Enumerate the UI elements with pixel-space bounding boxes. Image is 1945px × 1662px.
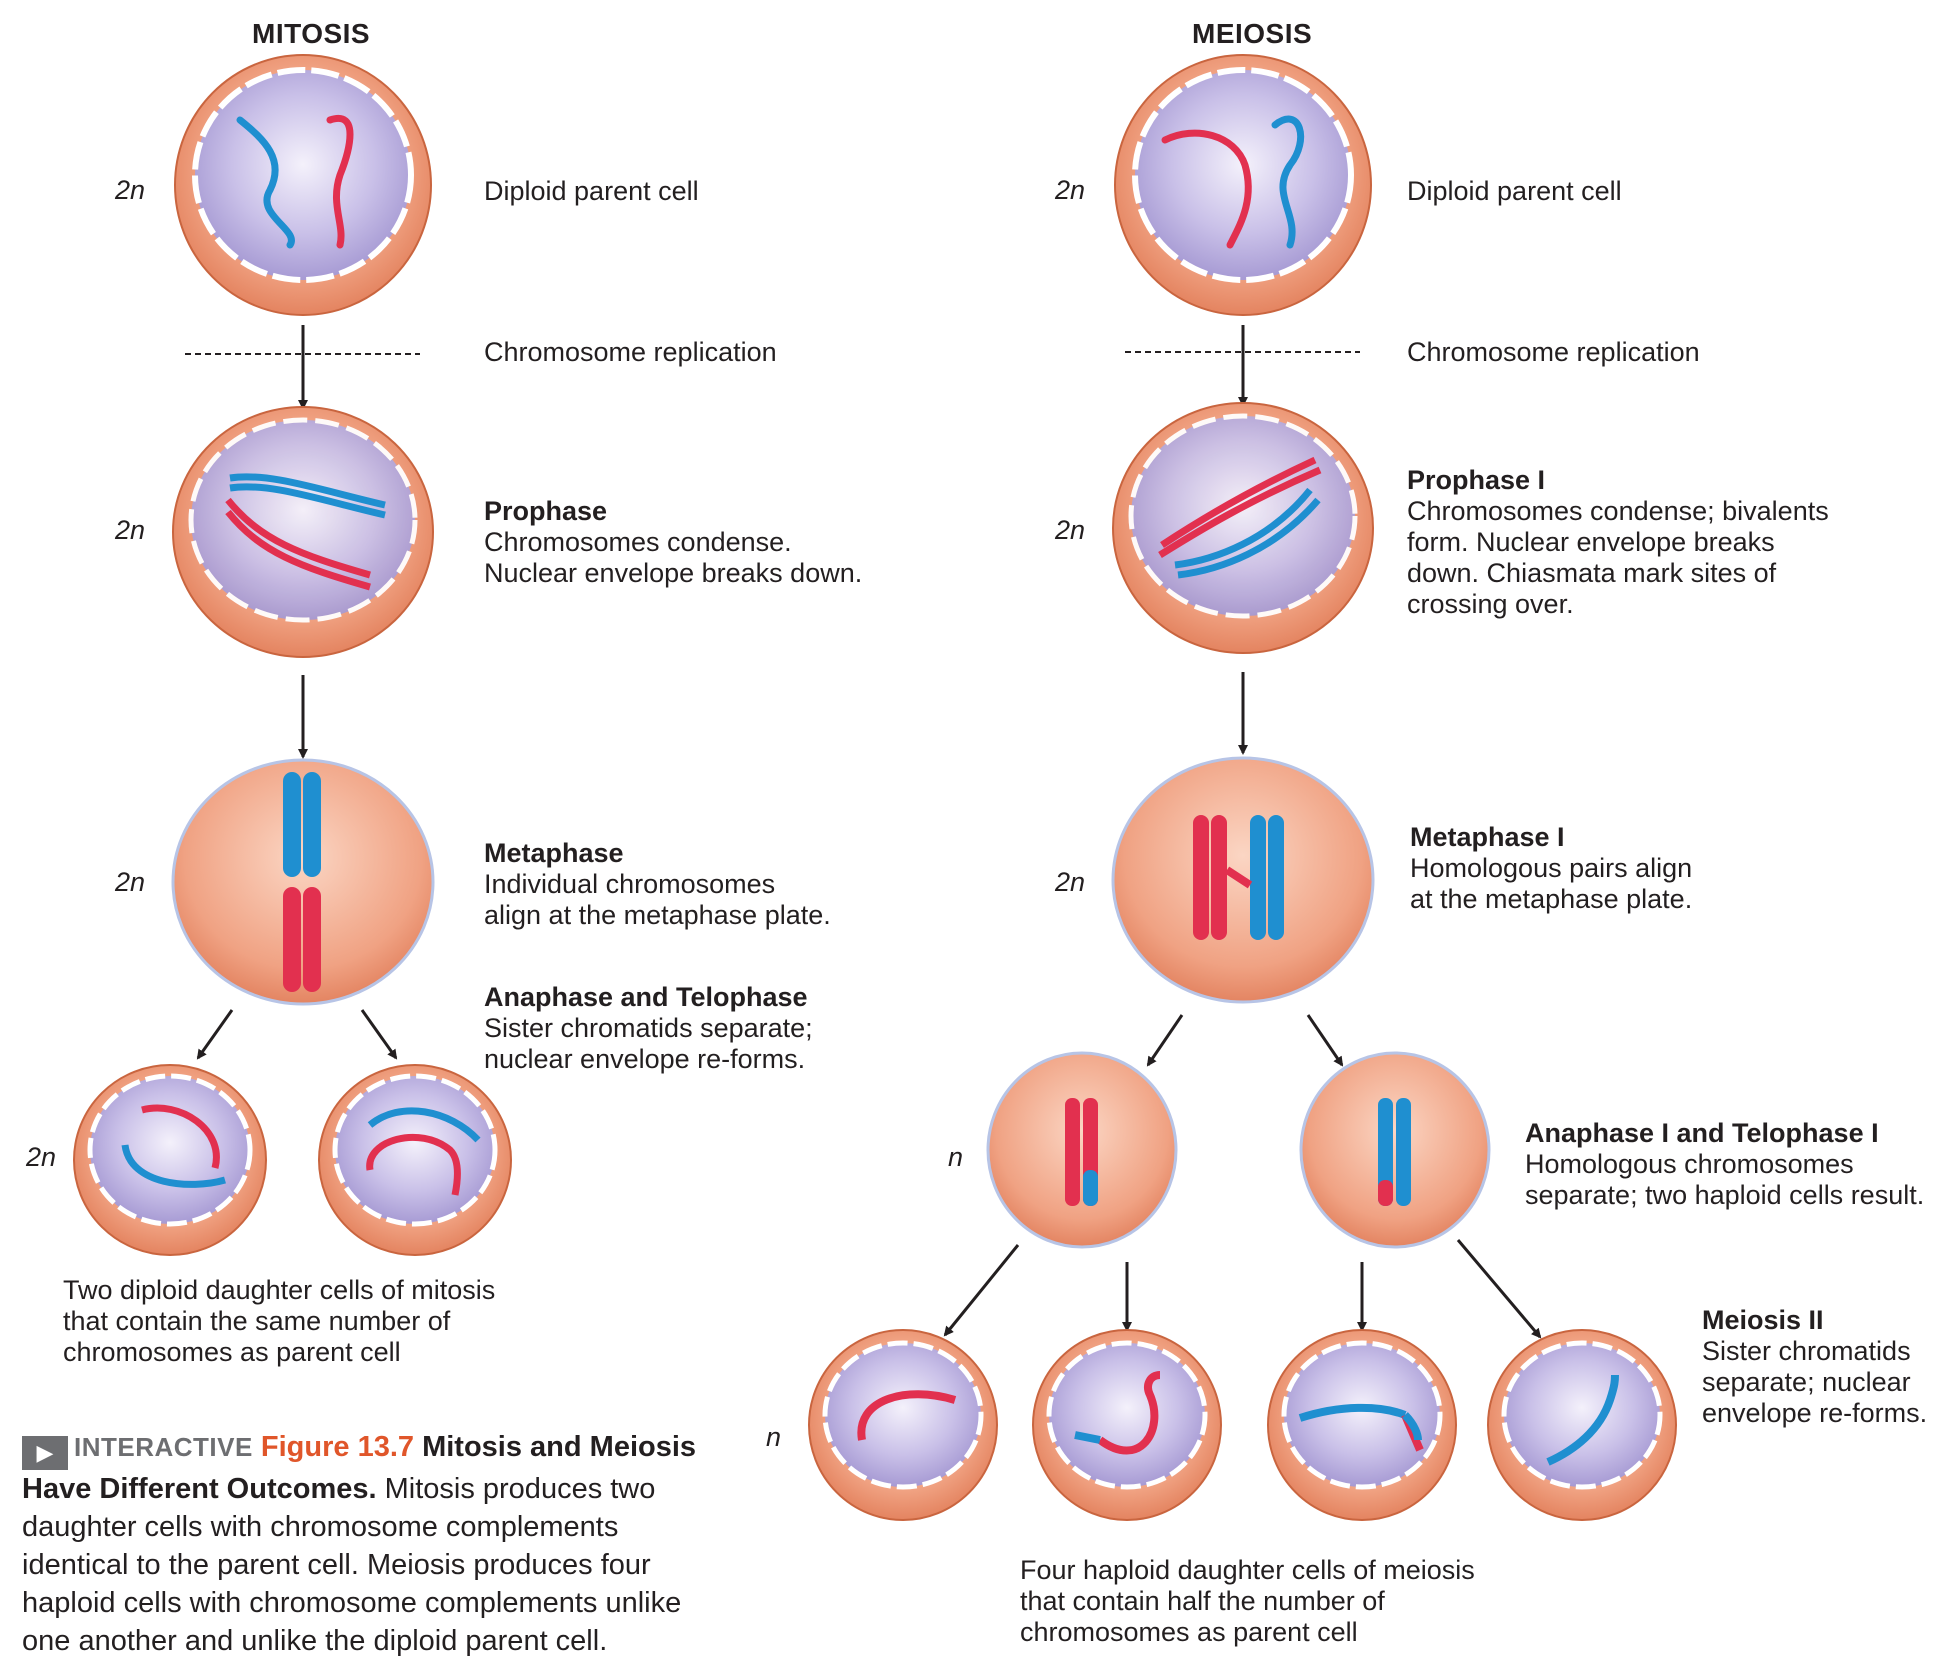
red-chromosome [366, 1133, 461, 1196]
figure-caption: ▶ INTERACTIVE Figure 13.7 Mitosis and Mei… [22, 1428, 722, 1660]
play-icon[interactable]: ▶ [22, 1436, 68, 1470]
stage-label: Diploid parent cell [484, 176, 699, 206]
ploidy-label: 2n [115, 515, 146, 545]
stage-text: Nuclear envelope breaks down. [484, 558, 863, 588]
arrow [1456, 1239, 1542, 1339]
mitosis-parent-cell [174, 54, 432, 316]
mitosis-daughter-cell [73, 1064, 267, 1256]
stage-text: align at the metaphase plate. [484, 900, 831, 930]
caption-body: Mitosis produces two daughter cells with… [22, 1473, 682, 1657]
meiosis-parent-cell [1114, 54, 1372, 316]
blue-chromosome [1546, 1374, 1619, 1466]
caption-title: Mitosis and Meiosis Have Different Outco… [22, 1431, 697, 1505]
stage-text: Individual chromosomes [484, 869, 776, 899]
figure-number: Figure 13.7 [260, 1431, 415, 1463]
arrow [360, 1009, 398, 1060]
stage-text: at the metaphase plate. [1410, 884, 1693, 914]
stage-text: form. Nuclear envelope breaks [1407, 527, 1775, 557]
red-chromosome [225, 497, 371, 579]
outcome-text: Two diploid daughter cells of mitosis [63, 1275, 496, 1305]
mitosis-daughter-cell [318, 1064, 512, 1256]
stage-text: nuclear envelope re-forms. [484, 1044, 806, 1074]
ploidy-label: n [948, 1142, 964, 1172]
red-chromosome [1097, 1371, 1161, 1455]
ploidy-label: 2n [115, 867, 146, 897]
red-chromosome [1160, 456, 1317, 548]
blue-chromosome [229, 473, 386, 509]
stage-text: Sister chromatids separate; [484, 1013, 813, 1043]
blue-chromosome [236, 116, 295, 249]
arrow [943, 1244, 1020, 1337]
red-chromosome [141, 1104, 220, 1169]
stage-text: Homologous chromosomes [1525, 1149, 1854, 1179]
ploidy-label: 2n [1055, 175, 1086, 205]
stage-text: separate; two haploid cells result. [1525, 1180, 1925, 1210]
stage-text: Homologous pairs align [1410, 853, 1693, 883]
ploidy-label: 2n [26, 1142, 57, 1172]
stage-label: Diploid parent cell [1407, 176, 1622, 206]
outcome-text: Four haploid daughter cells of meiosis [1020, 1555, 1475, 1585]
stage-text: down. Chiasmata mark sites of [1407, 558, 1777, 588]
red-chromosome [1161, 129, 1252, 249]
stage-title: Metaphase I [1410, 822, 1565, 852]
outcome-text: chromosomes as parent cell [1020, 1617, 1358, 1647]
stage-text: Sister chromatids [1702, 1336, 1911, 1366]
red-chromosome [857, 1390, 957, 1441]
meiosis-prophase-cell [1112, 402, 1374, 654]
stage-text: Chromosomes condense; bivalents [1407, 496, 1829, 526]
interactive-badge[interactable]: INTERACTIVE [74, 1432, 253, 1462]
stage-text: envelope re-forms. [1702, 1398, 1928, 1428]
blue-chromosome [1074, 1431, 1101, 1444]
ploidy-label: 2n [115, 175, 146, 205]
arrow [196, 1009, 234, 1060]
stage-title: Anaphase and Telophase [484, 982, 808, 1012]
blue-chromosome [1174, 487, 1313, 569]
ploidy-label: 2n [1055, 515, 1086, 545]
blue-chromosome [1177, 497, 1321, 579]
meiosis-haploid-cell [986, 1051, 1178, 1249]
mitosis-prophase-cell [172, 406, 434, 658]
stage-title: Metaphase [484, 838, 624, 868]
blue-chromosome [1271, 115, 1305, 249]
replication-label: Chromosome replication [1407, 337, 1700, 367]
stage-title: Prophase [484, 496, 608, 526]
mitosis-metaphase-cell [171, 758, 435, 1006]
ploidy-label: n [766, 1422, 782, 1452]
stage-title: Meiosis II [1702, 1305, 1824, 1335]
meiosis-final-cell [1267, 1329, 1457, 1521]
blue-chromosome [121, 1144, 226, 1188]
blue-chromosome [1298, 1403, 1407, 1422]
red-chromosome [326, 114, 354, 249]
blue-chromosome [1402, 1412, 1422, 1441]
meiosis-haploid-cell [1299, 1051, 1491, 1249]
stage-text: separate; nuclear [1702, 1367, 1911, 1397]
red-chromosome [225, 509, 371, 591]
arrow [1306, 1014, 1344, 1067]
meiosis-final-cell [808, 1329, 998, 1521]
outcome-text: chromosomes as parent cell [63, 1337, 401, 1367]
meiosis-metaphase-cell [1111, 756, 1375, 1004]
outcome-text: that contain half the number of [1020, 1586, 1385, 1616]
meiosis-final-cell [1487, 1329, 1677, 1521]
meiosis-title: MEIOSIS [1192, 18, 1313, 49]
stage-text: Chromosomes condense. [484, 527, 792, 557]
outcome-text: that contain the same number of [63, 1306, 451, 1336]
stage-title: Anaphase I and Telophase I [1525, 1118, 1879, 1148]
arrow [1146, 1014, 1184, 1067]
mitosis-title: MITOSIS [252, 18, 371, 49]
ploidy-label: 2n [1055, 867, 1086, 897]
replication-label: Chromosome replication [484, 337, 777, 367]
red-chromosome [1158, 466, 1322, 558]
blue-chromosome [367, 1107, 481, 1143]
stage-title: Prophase I [1407, 465, 1546, 495]
meiosis-final-cell [1032, 1329, 1222, 1521]
blue-chromosome [229, 483, 386, 519]
stage-text: crossing over. [1407, 589, 1574, 619]
